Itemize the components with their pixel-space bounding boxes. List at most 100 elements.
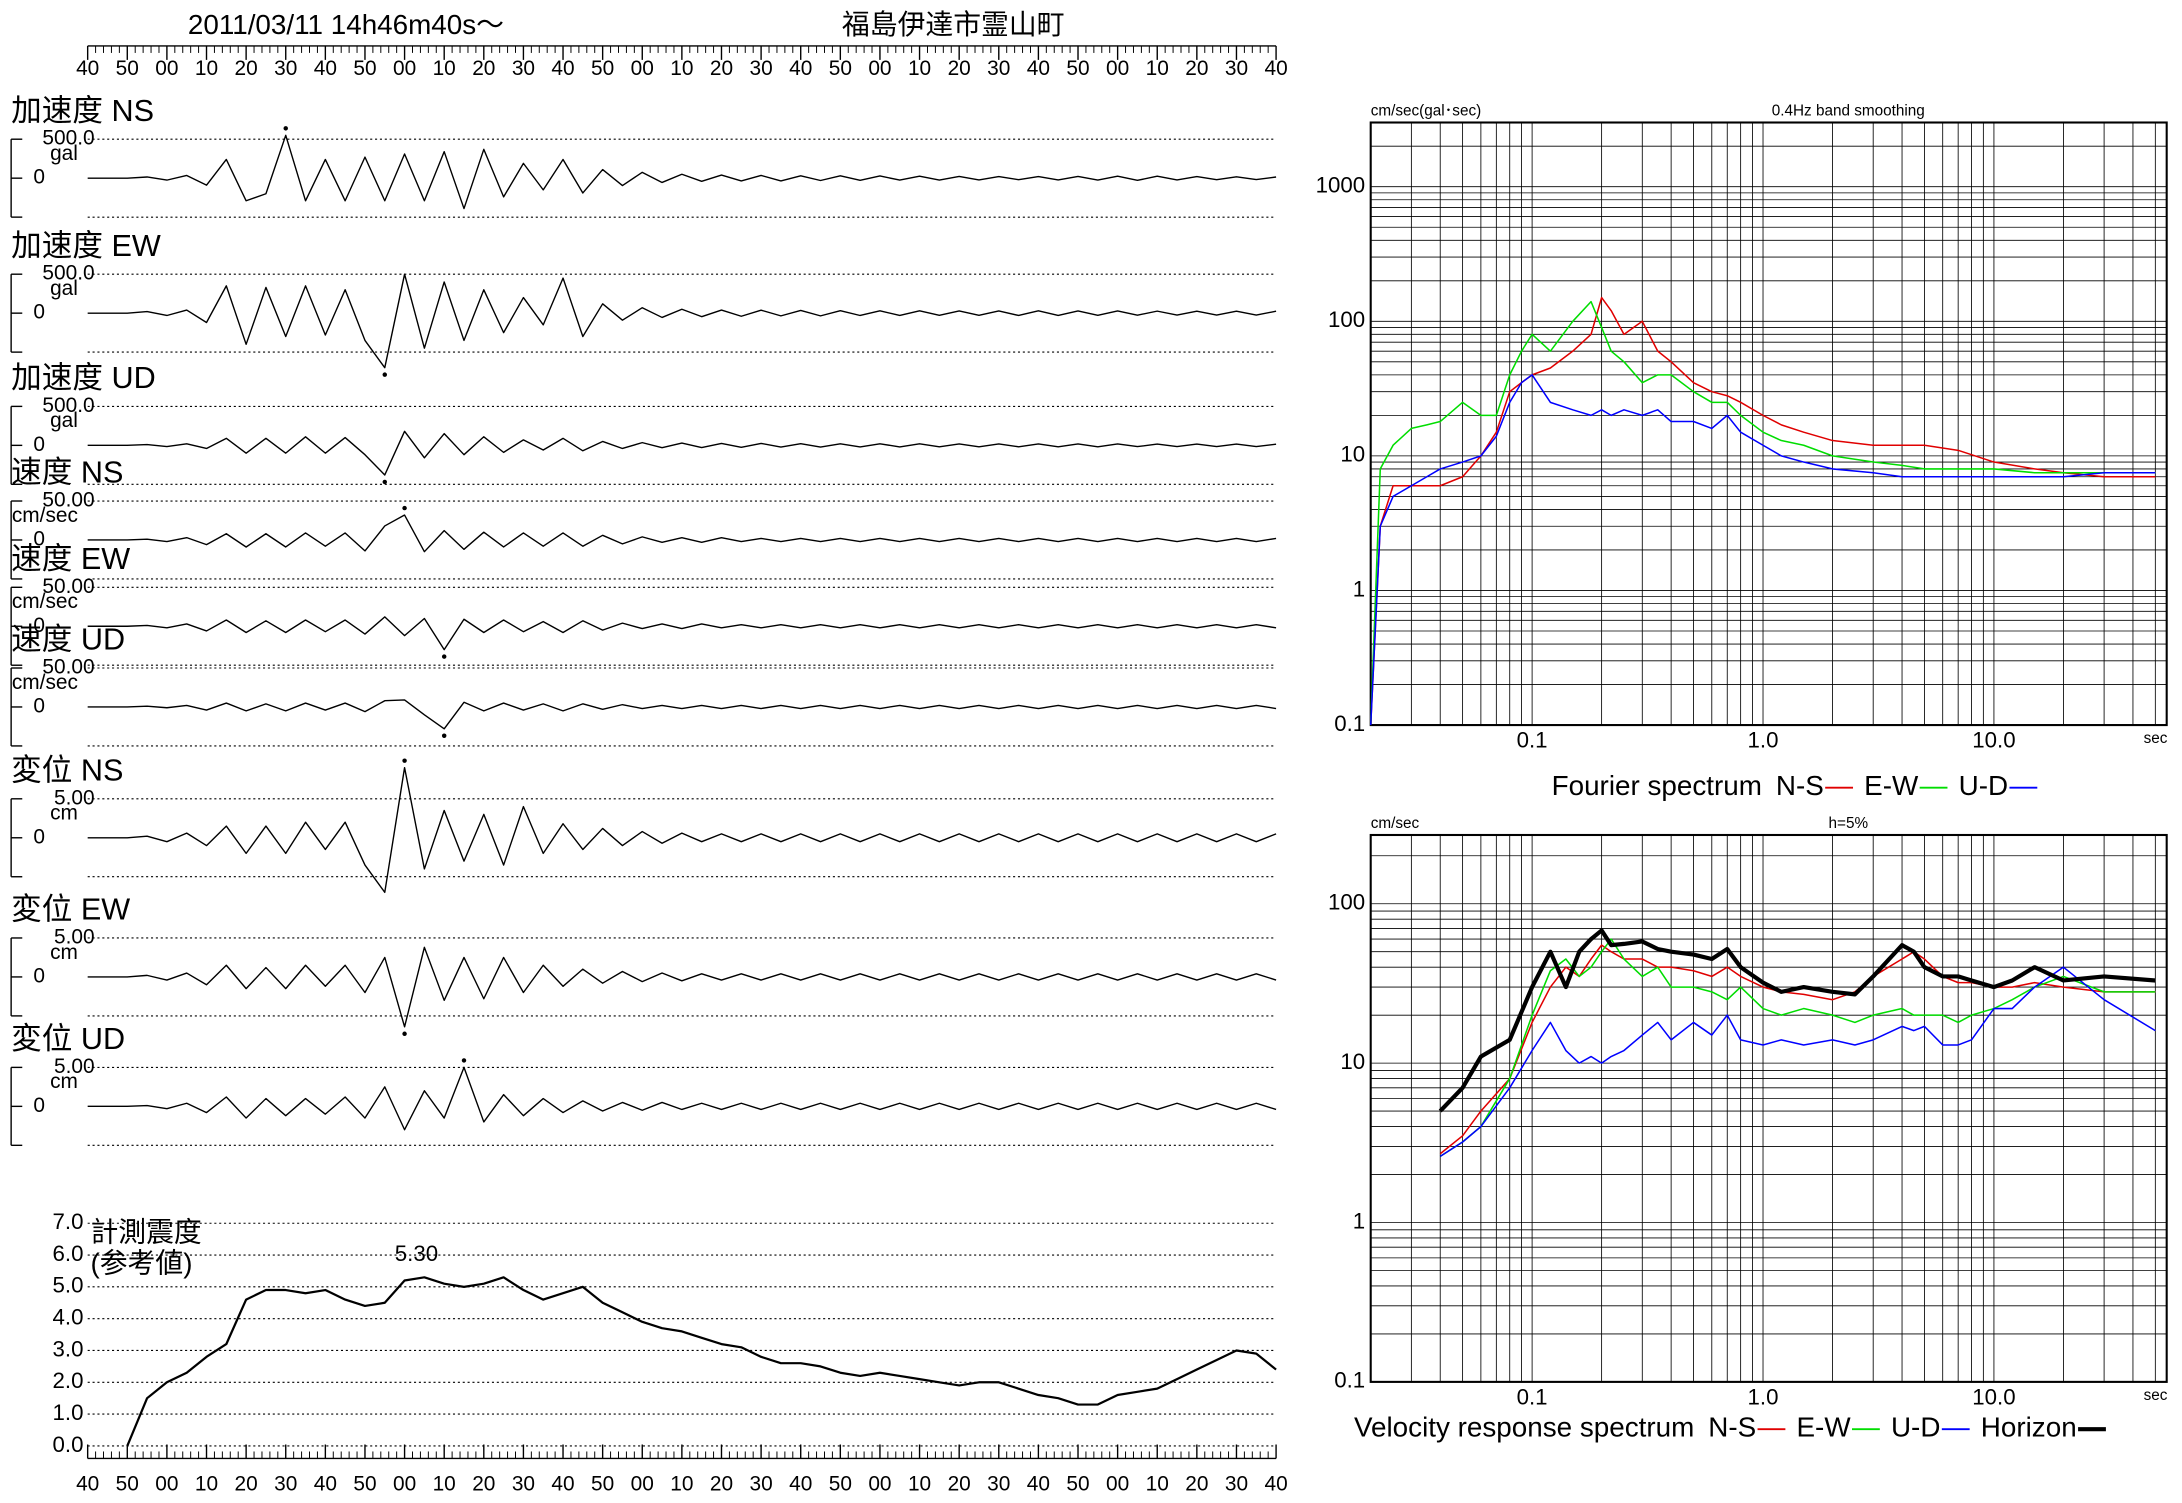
legend-label: E-W xyxy=(1864,770,1919,801)
trace-name: 加速度 UD xyxy=(11,361,156,395)
time-tick-label: 40 xyxy=(76,1472,99,1495)
time-tick-label: 30 xyxy=(750,1472,773,1495)
plot-title: 0.4Hz band smoothing xyxy=(1772,102,1925,119)
time-tick-label: 00 xyxy=(393,1472,416,1495)
x-tick-label: 1.0 xyxy=(1748,1384,1779,1409)
time-tick-label: 50 xyxy=(1066,1472,1089,1495)
trace-name: 加速度 NS xyxy=(11,94,154,128)
time-tick-label: 20 xyxy=(472,1472,495,1495)
spectrum-line xyxy=(1438,928,2156,1113)
time-tick-label: 50 xyxy=(353,1472,376,1495)
trace-name: 速度 EW xyxy=(11,542,130,576)
time-tick-label: 00 xyxy=(393,57,416,80)
time-tick-label: 00 xyxy=(631,1472,654,1495)
y-tick-label: 1 xyxy=(1353,576,1365,601)
time-tick-label: 20 xyxy=(235,57,258,80)
time-tick-label: 20 xyxy=(948,1472,971,1495)
intensity-tick-label: 2.0 xyxy=(53,1368,84,1393)
time-tick-label: 10 xyxy=(1146,1472,1169,1495)
waveform xyxy=(87,514,1277,553)
time-tick-label: 20 xyxy=(235,1472,258,1495)
time-tick-label: 30 xyxy=(750,57,773,80)
time-tick-label: 10 xyxy=(908,1472,931,1495)
time-tick-label: 50 xyxy=(1066,57,1089,80)
trace-name: 変位 UD xyxy=(11,1022,125,1056)
scale-label: 500.0 xyxy=(42,262,94,285)
intensity-tick-label: 7.0 xyxy=(53,1209,84,1234)
time-tick-label: 10 xyxy=(433,1472,456,1495)
scale-label: 5.00 xyxy=(54,1055,95,1078)
time-tick-label: 50 xyxy=(116,57,139,80)
time-tick-label: 10 xyxy=(433,57,456,80)
spectrum-line xyxy=(1439,966,2156,1158)
time-tick-label: 40 xyxy=(789,57,812,80)
intensity-tick-label: 4.0 xyxy=(53,1305,84,1330)
scale-unit: cm/sec xyxy=(12,671,78,694)
time-tick-label: 10 xyxy=(670,1472,693,1495)
peak-dot xyxy=(402,505,407,511)
zero-label: 0 xyxy=(33,1094,45,1117)
waveform xyxy=(87,616,1277,651)
scale-unit: gal xyxy=(50,277,78,300)
scale-label: 500.0 xyxy=(42,394,94,417)
time-tick-label: 40 xyxy=(1027,1472,1050,1495)
waveform xyxy=(87,430,1277,476)
y-tick-label: 100 xyxy=(1328,307,1365,332)
x-tick-label: 10.0 xyxy=(1972,1384,2015,1409)
y-tick-label: 1000 xyxy=(1316,173,1366,198)
intensity-tick-label: 1.0 xyxy=(53,1400,84,1425)
plot-frame xyxy=(1369,833,2168,1383)
zero-label: 0 xyxy=(33,614,45,637)
scale-label: 50.00 xyxy=(42,656,94,679)
intensity-tick-label: 5.0 xyxy=(53,1273,84,1298)
time-tick-label: 40 xyxy=(314,57,337,80)
time-tick-label: 30 xyxy=(512,57,535,80)
scale-label: 50.00 xyxy=(42,575,94,598)
time-tick-label: 00 xyxy=(155,57,178,80)
time-tick-label: 10 xyxy=(908,57,931,80)
time-tick-label: 40 xyxy=(1264,1472,1287,1495)
plot-title: h=5% xyxy=(1829,815,1869,832)
intensity-line xyxy=(126,1276,1277,1447)
time-tick-label: 30 xyxy=(274,57,297,80)
station-name: 福島伊達市霊山町 xyxy=(842,9,1065,40)
time-tick-label: 40 xyxy=(789,1472,812,1495)
x-tick-label: 0.1 xyxy=(1517,728,1548,753)
spectrum-line xyxy=(1439,938,2156,1158)
time-tick-label: 40 xyxy=(314,1472,337,1495)
time-tick-label: 40 xyxy=(1027,57,1050,80)
time-tick-label: 00 xyxy=(868,1472,891,1495)
scale-label: 5.00 xyxy=(54,925,95,948)
peak-dot xyxy=(402,1031,407,1036)
time-tick-label: 10 xyxy=(670,57,693,80)
y-tick-label: 10 xyxy=(1340,1049,1365,1074)
time-tick-label: 40 xyxy=(76,57,99,80)
time-tick-label: 50 xyxy=(829,57,852,80)
legend-title: Fourier spectrum xyxy=(1552,770,1762,801)
zero-label: 0 xyxy=(33,301,45,324)
peak-dot xyxy=(441,654,447,659)
time-tick-label: 30 xyxy=(987,1472,1010,1495)
scale-unit: gal xyxy=(50,409,78,432)
scale-unit: cm xyxy=(50,802,78,825)
time-tick-label: 10 xyxy=(195,57,218,80)
legend-label: Horizon xyxy=(1981,1412,2077,1443)
y-tick-label: 0.1 xyxy=(1334,711,1365,736)
spectrum-line xyxy=(1369,300,2156,726)
waveform xyxy=(87,273,1277,369)
time-tick-label: 20 xyxy=(710,1472,733,1495)
legend-label: N-S xyxy=(1708,1412,1756,1443)
x-tick-label: 1.0 xyxy=(1748,728,1779,753)
time-tick-label: 10 xyxy=(1146,57,1169,80)
intensity-tick-label: 0.0 xyxy=(53,1432,84,1457)
time-tick-label: 00 xyxy=(631,57,654,80)
time-tick-label: 50 xyxy=(591,1472,614,1495)
time-tick-label: 50 xyxy=(116,1472,139,1495)
spectrum-line xyxy=(1369,296,2156,726)
trace-name: 変位 EW xyxy=(11,893,130,927)
scale-unit: cm xyxy=(50,1070,78,1093)
x-tick-label: 0.1 xyxy=(1517,1384,1548,1409)
record-time: 2011/03/11 14h46m40s〜 xyxy=(188,9,504,40)
